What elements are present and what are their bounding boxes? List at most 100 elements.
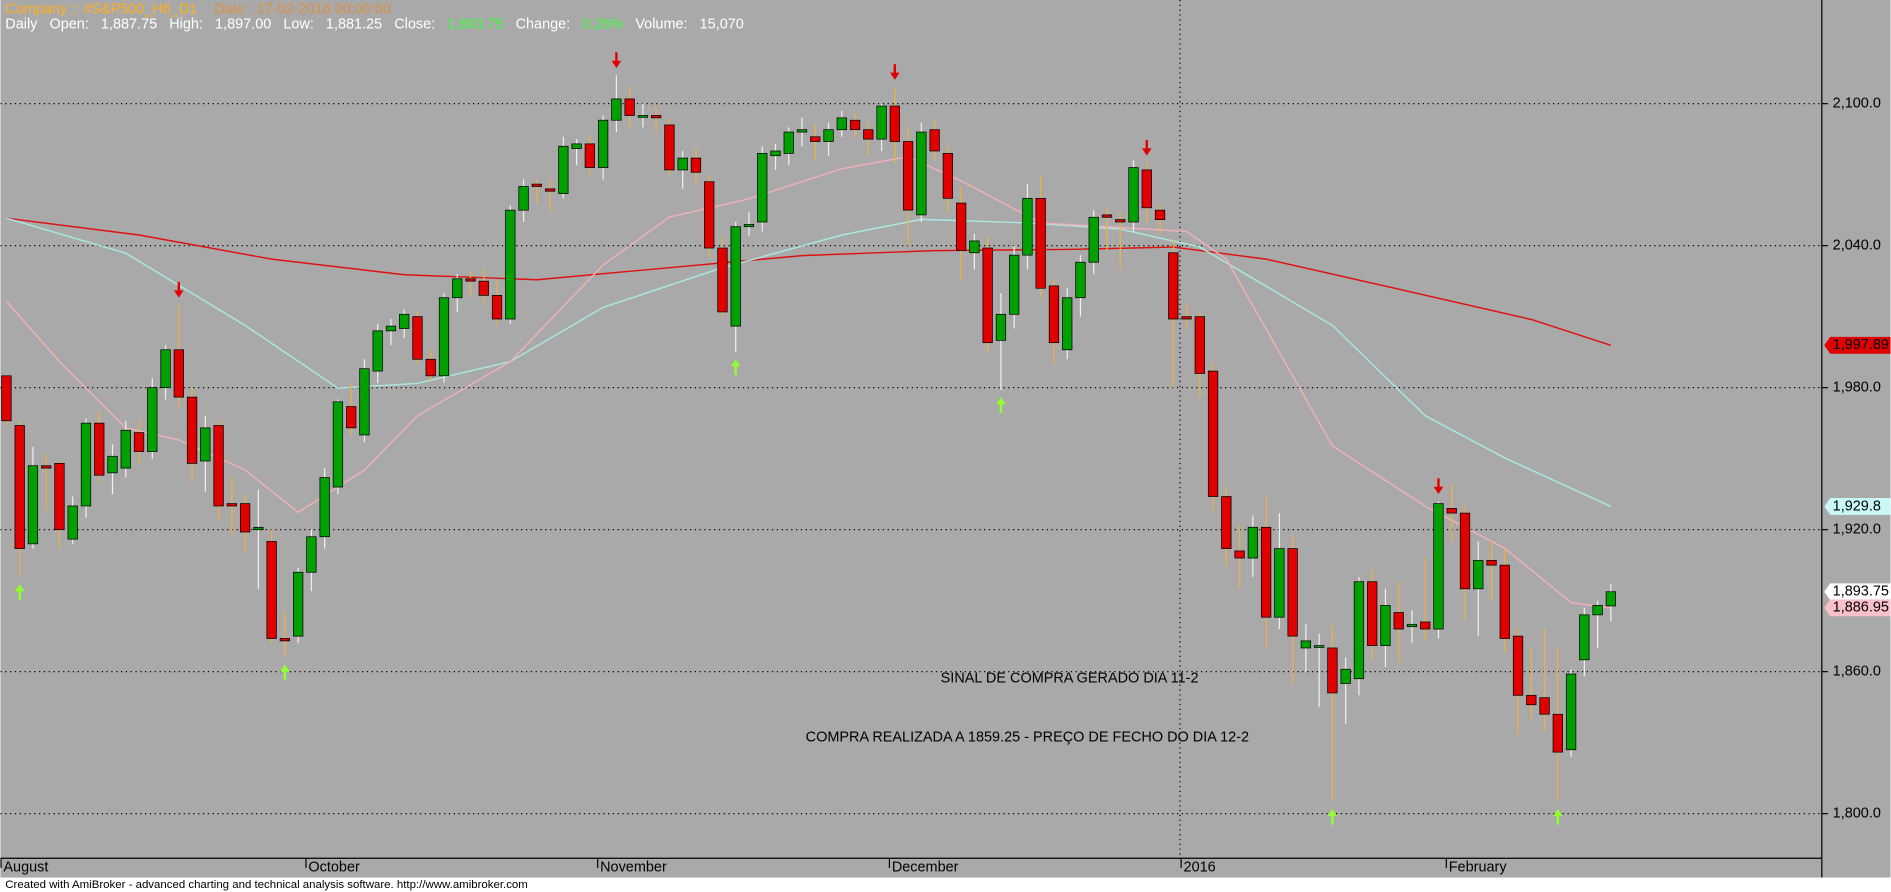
candle-body [651,115,662,119]
candle-body [942,152,954,199]
candle-body [1168,252,1179,320]
buy-arrow-head [996,397,1006,405]
header-item: 1,893.75 [447,17,503,33]
candle-body [306,536,317,573]
candle-body [743,223,755,228]
buy-arrow [730,359,741,376]
candle-body [770,150,781,157]
y-tick-label: 1,800.0 [1833,805,1881,821]
candle-body [80,422,92,507]
sell-arrow-head [890,72,900,80]
header-item: High: [169,17,203,33]
sell-arrow [611,52,622,69]
candle-body [889,105,900,142]
candle-body [1141,169,1152,209]
sell-arrow-head [611,60,622,69]
candle-body [1088,216,1099,263]
buy-arrow [280,664,290,681]
candle-body [1022,197,1033,256]
candle-body [478,280,489,296]
candle-body [1459,512,1471,590]
candle-body [704,181,715,249]
candle-body [1115,219,1126,223]
x-tick-label: February [1449,860,1508,876]
moving-average [5,155,1611,609]
candle-body [876,105,887,140]
x-tick-label: October [308,860,360,876]
candle-body [346,406,357,429]
price-tag [1824,498,1891,515]
candle-body [730,226,741,327]
candle-body [1009,254,1020,315]
candle-body [1420,621,1431,630]
footer: Created with AmiBroker - advanced charti… [5,879,528,891]
candle-body [929,129,940,152]
candle-body [491,294,503,320]
sell-arrow [890,64,900,80]
candle-body [558,145,569,194]
x-tick-label: December [892,860,959,876]
candle-body [690,157,702,173]
candle-body [41,465,52,469]
candle-body [1247,526,1258,559]
sell-arrow [1141,139,1152,156]
candle-body [1446,507,1457,514]
candle-body [1552,713,1563,753]
candle-body [956,202,967,251]
candle-body [1207,370,1219,497]
candle-body [664,124,675,171]
candle-body [1565,673,1577,751]
x-tick-label: November [600,860,667,876]
header-line2: Daily Open: 1,887.75 High: 1,897.00 Low: 1,881… [5,17,744,33]
candle-body [160,349,171,389]
candle-body [611,98,622,121]
candle-body [637,115,649,118]
candle-body [902,141,914,211]
moving-average [6,217,1612,508]
candle-body [969,240,980,254]
candle-body [1486,560,1497,566]
sell-arrow-head [173,290,184,298]
candle-body [54,463,65,531]
y-tick-label: 1,920.0 [1833,521,1881,537]
candle-body [120,429,131,469]
candle-body [425,358,436,377]
candle-body [200,427,211,462]
candle-body [1035,197,1046,289]
buy-arrow-head [1553,809,1563,817]
candle-body [1605,591,1617,607]
candle-body [1260,526,1272,618]
buy-arrow-head [280,664,290,672]
candle-body [916,131,927,216]
header-line1: Company :: #S&P500_H6_D1 Date : 17-02-201… [5,1,391,17]
candle-body [1473,560,1484,590]
header-item: Low: [283,17,314,33]
candle-body [438,297,450,377]
candle-body [266,541,277,639]
annotation: COMPRA REALIZADA A 1859.25 - PREÇO DE FE… [806,730,1249,746]
y-tick-label: 1,980.0 [1833,379,1881,395]
candle-body [412,316,423,360]
candle-body [147,387,158,452]
buy-arrow [1553,809,1563,825]
candle-body [1314,645,1325,648]
candle-body [293,571,304,637]
candle-body [624,98,635,116]
candle-body [1128,167,1139,223]
candle-body [319,477,330,538]
candle-body [1353,581,1365,680]
candle-body [1181,316,1192,320]
candle-body [1327,647,1338,694]
candle-body [1499,564,1510,639]
candle-body [796,129,808,133]
candle-body [173,349,184,398]
candle-body [1221,496,1232,549]
candle-body [863,129,874,140]
candle-body [213,425,224,507]
buy-arrow-head [1327,809,1338,817]
candle-body [995,313,1007,341]
candle-body [27,465,39,545]
price-tag-label: 1,929.8 [1833,498,1881,514]
header-item: Change: [516,17,571,33]
